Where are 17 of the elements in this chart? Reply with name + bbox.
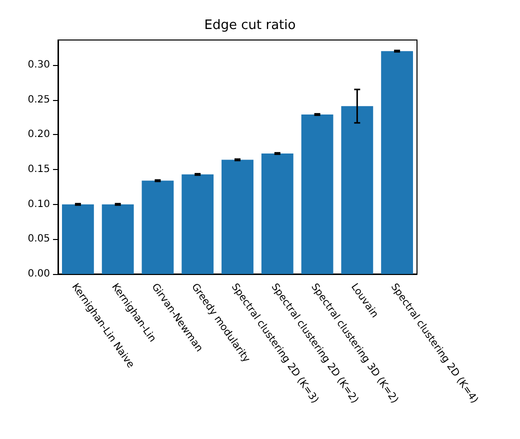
y-tick-label: 0.05 <box>28 234 50 245</box>
y-tick-label: 0.20 <box>28 129 50 140</box>
chart-title: Edge cut ratio <box>204 18 296 33</box>
bar <box>62 204 94 274</box>
y-tick-label: 0.25 <box>28 94 50 106</box>
bar <box>301 114 334 274</box>
bar <box>222 160 254 274</box>
bar <box>182 174 214 274</box>
bar <box>102 204 134 274</box>
y-tick-label: 0.00 <box>28 268 50 280</box>
y-tick-label: 0.10 <box>28 198 50 210</box>
bar <box>381 51 414 274</box>
bar <box>142 180 174 274</box>
y-tick-label: 0.30 <box>28 60 50 71</box>
y-tick-label: 0.15 <box>28 164 50 176</box>
bar <box>261 154 294 274</box>
bar <box>341 106 374 274</box>
